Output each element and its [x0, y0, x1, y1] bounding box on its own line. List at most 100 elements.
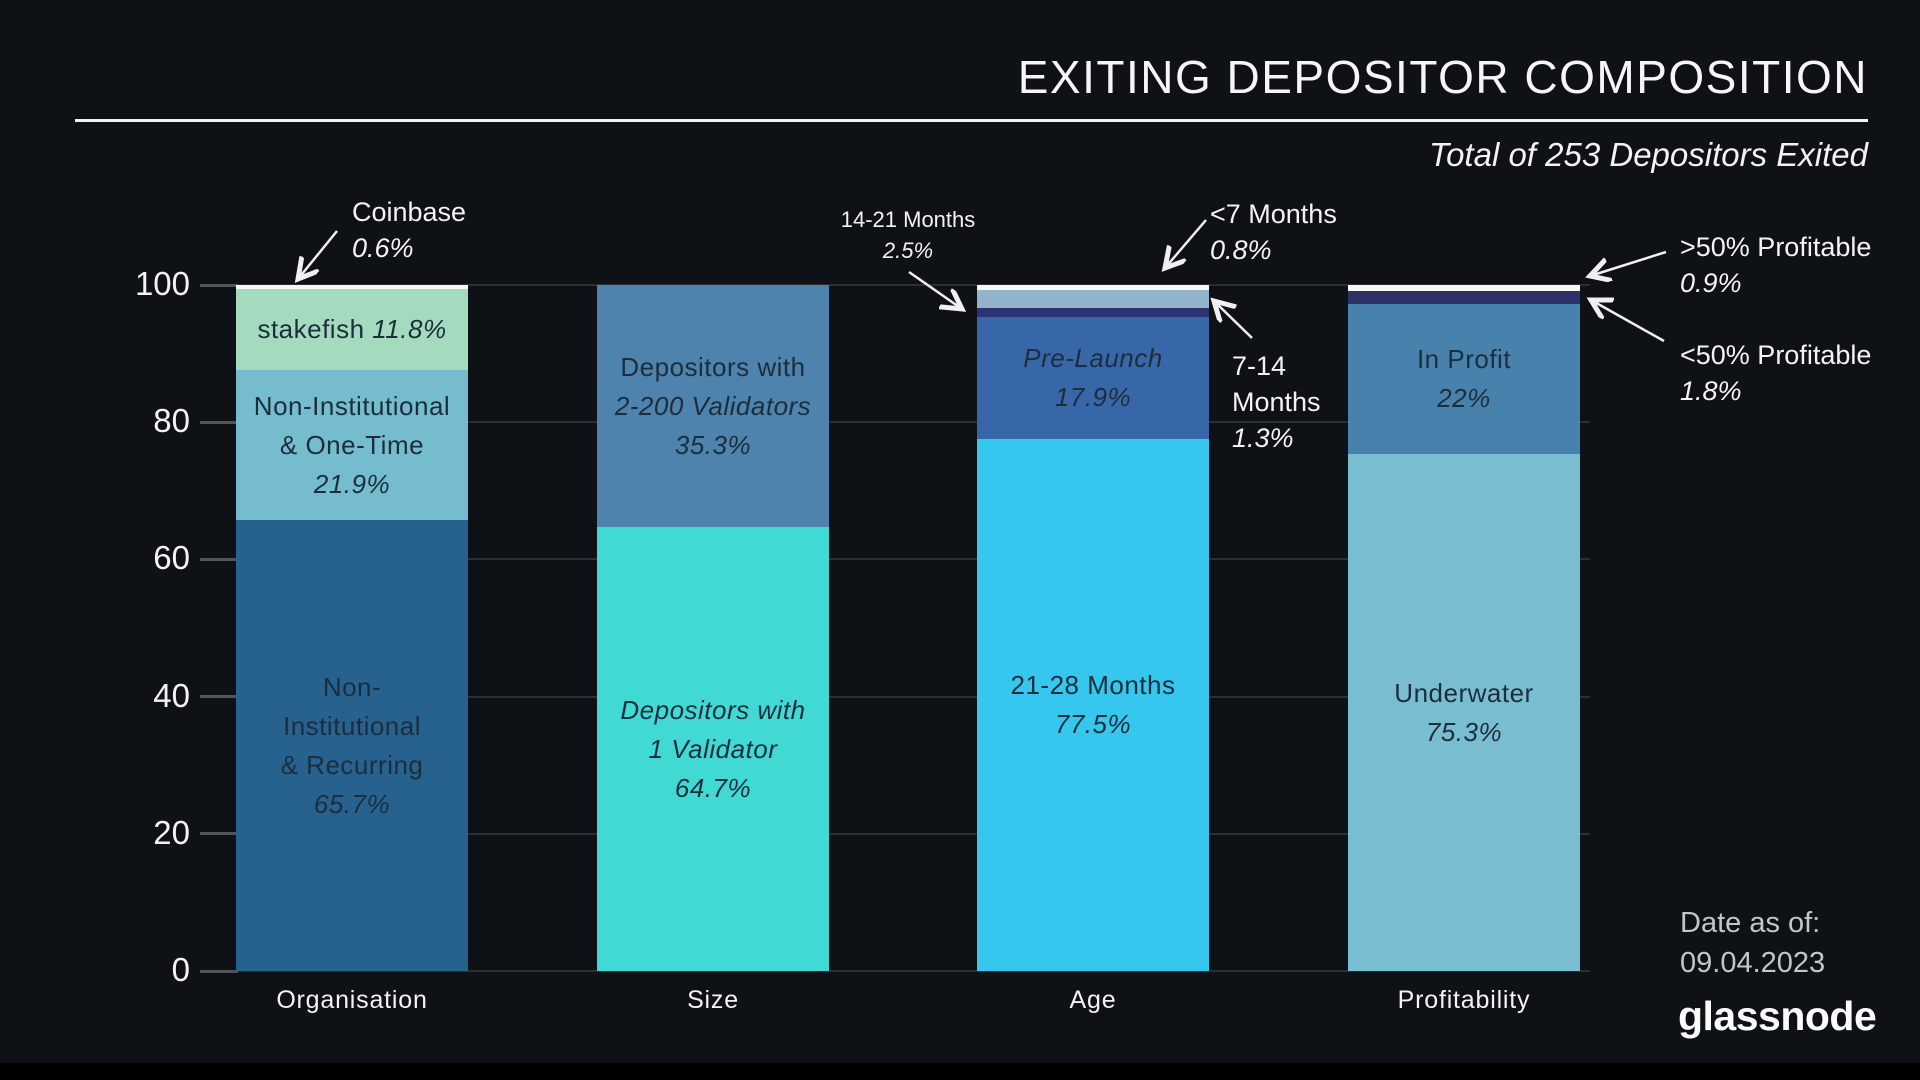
bar-segment-label-line: 77.5% — [1055, 705, 1131, 744]
bar-segment-label-line-text: Non-Institutional — [253, 390, 451, 421]
annotation-line: 0.9% — [1680, 265, 1871, 301]
bar-segment — [1348, 285, 1580, 292]
bar-segment-label-line-text: Underwater — [1394, 677, 1534, 708]
annotation-arrow-gt50profit — [1590, 250, 1667, 276]
annotation-line: <7 Months — [1210, 196, 1337, 232]
annotation-line-text: Coinbase — [352, 197, 467, 227]
bar-segment-label-line: 17.9% — [1055, 378, 1131, 417]
bar-segment — [977, 290, 1209, 308]
chart-subtitle: Total of 253 Depositors Exited — [1428, 136, 1868, 173]
annotation-arrow-m714 — [1214, 301, 1253, 339]
bar-segment-label-line: 1 Validator — [649, 730, 778, 769]
y-axis-label-20: 20 — [153, 813, 190, 851]
bar-segment-label: 21-28 Months 77.5% — [1011, 666, 1176, 744]
bar-age: Pre-Launch 17.9% 21-28 Months 77.5% — [977, 285, 1209, 971]
bar-segment-label-line: Underwater — [1394, 674, 1533, 713]
gridline-100 — [200, 284, 1590, 286]
bar-segment-label-line-text: 2-200 Validators — [614, 390, 812, 421]
bar-segment-label-line: In Profit — [1417, 340, 1511, 379]
bar-segment: Non- Institutional & Recurring 65.7% — [236, 520, 468, 971]
bar-segment-label-line: 2-200 Validators — [615, 387, 811, 426]
x-axis-label-size: Size — [687, 986, 739, 1014]
bar-segment — [1348, 291, 1580, 304]
bar-segment-label-line-text: 65.7% — [313, 788, 391, 819]
bar-segment: 21-28 Months 77.5% — [977, 439, 1209, 971]
bar-segment: Depositors with 2-200 Validators 35.3% — [597, 285, 829, 528]
y-tick-0 — [200, 969, 238, 973]
bar-segment-label-line: 21.9% — [314, 465, 390, 504]
bar-segment-label: Underwater 75.3% — [1394, 674, 1533, 752]
annotation-line-text: <7 Months — [1210, 199, 1337, 229]
annotation-line: 1.3% — [1232, 420, 1321, 456]
bar-segment — [977, 285, 1209, 291]
bar-segment-label-line-text: 11.8% — [372, 314, 447, 345]
y-axis-label-60: 60 — [153, 539, 190, 577]
y-axis-label-80: 80 — [153, 402, 190, 440]
x-axis-label-organisation: Organisation — [276, 986, 428, 1014]
annotation-line-text: <50% Profitable — [1680, 340, 1872, 370]
y-tick-80 — [200, 420, 238, 424]
bottom-border-strip — [0, 1063, 1920, 1080]
annotation-gt50profit: >50% Profitable 0.9% — [1680, 229, 1871, 301]
annotation-line: <50% Profitable — [1680, 337, 1871, 373]
annotation-line: Months — [1232, 384, 1321, 420]
bar-segment-label: In Profit 22% — [1417, 340, 1511, 418]
annotation-line-text: Months — [1232, 387, 1321, 417]
bar-segment-label-line: Non- — [323, 668, 381, 707]
y-tick-20 — [200, 832, 238, 836]
annotation-lt50profit: <50% Profitable 1.8% — [1680, 337, 1871, 409]
bar-segment-label-line: 75.3% — [1426, 713, 1502, 752]
annotation-m1421: 14-21 Months 2.5% — [841, 204, 976, 266]
annotation-arrow-m1421 — [908, 270, 962, 309]
bar-segment-label-line-text: Non- — [322, 671, 382, 702]
annotation-line: 7-14 — [1232, 348, 1321, 384]
annotation-line-text: 0.8% — [1210, 235, 1272, 265]
bar-segment: Underwater 75.3% — [1348, 454, 1580, 971]
bar-segment-label: Depositors with 1 Validator 64.7% — [620, 691, 805, 808]
bar-segment-label-line-text: 17.9% — [1054, 381, 1132, 412]
date-as-of: Date as of: 09.04.2023 — [1680, 903, 1825, 983]
bar-segment-label-line: 22% — [1437, 379, 1491, 418]
bar-segment: Non-Institutional & One-Time 21.9% — [236, 370, 468, 521]
annotation-line-text: 1.8% — [1680, 376, 1742, 406]
page-title: EXITING DEPOSITOR COMPOSITION — [1017, 51, 1868, 103]
annotation-line-text: 0.9% — [1680, 268, 1742, 298]
bar-segment-label-line-text: Depositors with — [620, 694, 806, 725]
bar-segment-label-line-text: 64.7% — [674, 772, 752, 803]
y-axis-label-100: 100 — [134, 265, 190, 302]
x-axis-label-age: Age — [1069, 986, 1117, 1014]
bar-segment-label: stakefish 11.8% — [257, 310, 446, 349]
date-value: 09.04.2023 — [1680, 947, 1826, 979]
annotation-line: >50% Profitable — [1680, 229, 1871, 265]
bar-segment — [977, 307, 1209, 317]
y-tick-100 — [200, 283, 238, 287]
bar-segment-label-line-text: Institutional — [282, 710, 422, 741]
bar-segment-label-line: & Recurring — [281, 746, 424, 785]
bar-segment-label: Depositors with 2-200 Validators 35.3% — [615, 348, 811, 465]
annotation-line-text: 7-14 — [1232, 351, 1287, 381]
gridline-20 — [200, 832, 1590, 835]
bar-segment-label-line-text: 22% — [1437, 382, 1491, 413]
bar-segment-label-line-text: & Recurring — [280, 749, 424, 780]
annotation-line-text: >50% Profitable — [1680, 232, 1872, 262]
annotation-arrow-lt50profit — [1591, 300, 1665, 343]
annotation-line: 1.8% — [1680, 373, 1871, 409]
bar-segment-label-line-text: In Profit — [1416, 343, 1512, 374]
gridline-60 — [200, 558, 1590, 561]
bar-segment: stakefish 11.8% — [236, 289, 468, 371]
bar-profitability: In Profit 22% Underwater 75.3% — [1348, 285, 1580, 971]
date-label: Date as of: — [1680, 907, 1821, 939]
gridline-80 — [200, 421, 1590, 424]
bar-segment-label: Non- Institutional & Recurring 65.7% — [281, 668, 424, 824]
annotation-line: Coinbase — [352, 194, 466, 230]
annotation-line-text: 1.3% — [1232, 423, 1294, 453]
bar-segment-label-line: Depositors with — [620, 348, 805, 387]
bar-segment-label-line-text: 21-28 Months — [1010, 670, 1176, 701]
bar-size: Depositors with 2-200 Validators 35.3% Depo… — [597, 285, 829, 971]
annotation-arrow-coinbase — [298, 230, 338, 279]
bar-segment-label: Pre-Launch 17.9% — [1023, 339, 1162, 417]
bar-segment-label-line: 35.3% — [675, 426, 751, 465]
bar-segment-label-line-text: 77.5% — [1054, 709, 1132, 740]
bar-segment — [236, 285, 468, 290]
